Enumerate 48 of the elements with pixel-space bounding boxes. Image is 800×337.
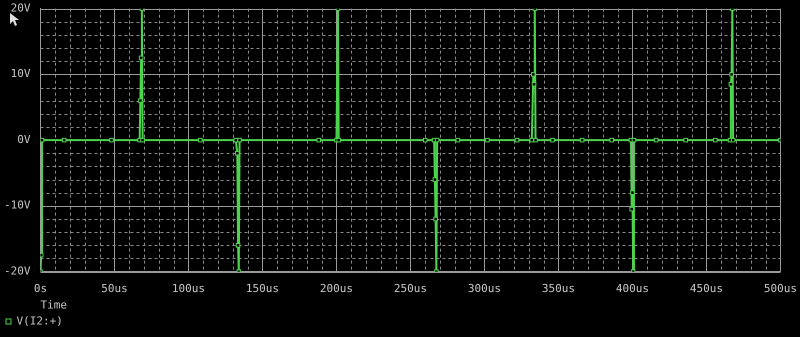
point [62, 138, 66, 142]
point [654, 138, 658, 142]
point [234, 138, 238, 142]
point [530, 138, 534, 142]
point [609, 138, 614, 142]
x-tick-label: 50us [101, 282, 128, 296]
x-tick-label: 250us [394, 282, 428, 296]
point [456, 138, 460, 142]
x-tick-label: 450us [690, 282, 724, 296]
x-tick-label: 400us [616, 282, 650, 296]
point [485, 138, 490, 142]
y-tick-label: 0V [17, 132, 31, 146]
point [434, 138, 440, 142]
x-tick-label: 300us [468, 282, 502, 296]
point [533, 138, 538, 142]
x-tick-label: 0s [34, 282, 48, 296]
point [433, 216, 438, 222]
point [730, 138, 736, 142]
point [514, 138, 520, 142]
x-axis-title: Time [40, 298, 67, 312]
legend-label: V(I2:+) [16, 314, 63, 328]
point [109, 138, 114, 142]
x-tick-label: 100us [172, 282, 206, 296]
point [138, 56, 144, 60]
point [550, 138, 555, 142]
point [683, 138, 688, 142]
point [630, 190, 635, 195]
point [632, 138, 636, 142]
x-tick-label: 200us [320, 282, 354, 296]
y-tick-label: 20V [10, 1, 31, 14]
y-tick-label: -20V [4, 264, 31, 278]
point [40, 252, 44, 258]
x-tick-label: 500us [764, 282, 798, 296]
point [236, 243, 240, 248]
point [580, 138, 584, 142]
point [713, 138, 718, 142]
point [316, 138, 321, 142]
x-tick-label: 150us [246, 282, 280, 296]
point [40, 138, 44, 142]
y-tick-label: -10V [4, 198, 31, 212]
y-tick-label: 10V [10, 67, 31, 80]
point [532, 82, 536, 86]
point [237, 138, 242, 142]
x-tick-label: 350us [542, 282, 576, 296]
point [198, 138, 203, 142]
point [423, 138, 428, 142]
point [729, 72, 734, 77]
point [140, 138, 145, 142]
